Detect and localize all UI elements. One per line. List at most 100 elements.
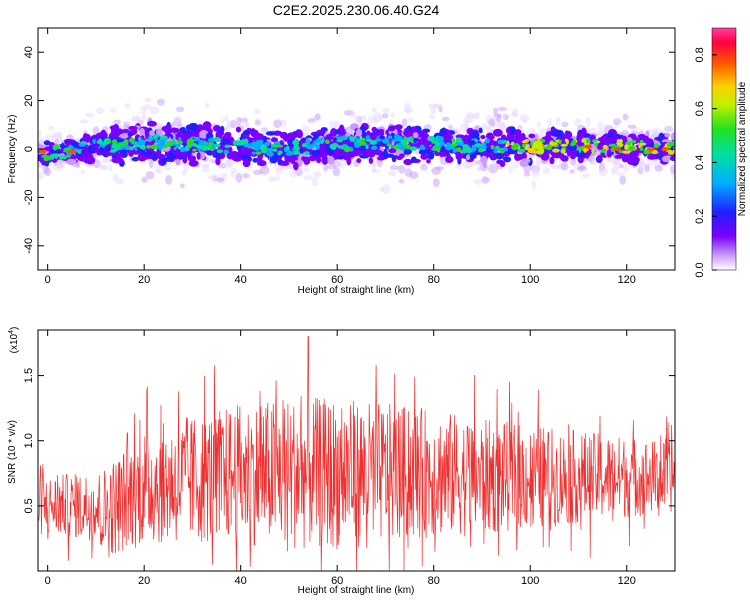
heatmap-cell — [244, 121, 250, 129]
heatmap-cell — [394, 134, 400, 140]
heatmap-cell — [272, 148, 278, 152]
heatmap-cell — [498, 121, 506, 130]
heatmap-cell — [188, 160, 199, 167]
heatmap-cell — [128, 146, 134, 151]
heatmap-cell — [242, 173, 250, 179]
heatmap-cell — [435, 166, 445, 171]
heatmap-cell — [301, 137, 307, 143]
heatmap-cell — [560, 143, 568, 147]
heatmap-cell — [424, 145, 432, 151]
heatmap-cell — [608, 143, 617, 147]
heatmap-cell — [521, 140, 528, 144]
heatmap-y-tick-label: -20 — [23, 189, 35, 205]
heatmap-cell — [269, 155, 278, 164]
heatmap-cell — [330, 127, 338, 137]
heatmap-cell — [554, 129, 564, 138]
heatmap-cell — [565, 139, 569, 145]
heatmap-cell — [181, 169, 187, 177]
heatmap-cell — [121, 129, 131, 134]
heatmap-cell — [552, 153, 562, 159]
heatmap-cell — [628, 145, 636, 152]
heatmap-cell — [471, 145, 477, 152]
heatmap-cell — [141, 113, 147, 123]
heatmap-cell — [594, 143, 598, 147]
heatmap-cell — [38, 149, 47, 154]
heatmap-cell — [220, 173, 228, 179]
heatmap-cell — [213, 143, 221, 148]
heatmap-cell — [52, 144, 60, 150]
heatmap-cell — [254, 145, 259, 152]
heatmap-cell — [216, 149, 224, 154]
heatmap-cell — [224, 131, 232, 138]
heatmap-cell — [551, 164, 561, 170]
heatmap-cell — [613, 147, 622, 151]
heatmap-cell — [275, 175, 280, 182]
heatmap-cell — [80, 149, 85, 154]
heatmap-cell — [67, 149, 76, 154]
heatmap-cell — [224, 144, 231, 149]
heatmap-cell — [249, 141, 258, 148]
heatmap-cell — [365, 144, 369, 150]
heatmap-cell — [78, 143, 87, 147]
heatmap-cell — [86, 153, 94, 162]
heatmap-cell — [84, 112, 95, 118]
heatmap-cell — [156, 128, 163, 136]
heatmap-cell — [433, 139, 438, 145]
heatmap-cell — [514, 129, 522, 137]
heatmap-cell — [147, 120, 157, 127]
heatmap-cell — [286, 145, 290, 150]
heatmap-cell — [265, 131, 276, 136]
heatmap-cell — [661, 155, 672, 163]
heatmap-cell — [624, 144, 629, 151]
heatmap-cell — [43, 140, 51, 146]
heatmap-cell — [480, 135, 486, 140]
heatmap-cell — [654, 143, 659, 149]
heatmap-cell — [387, 170, 396, 177]
heatmap-cell — [87, 147, 95, 152]
heatmap-cell — [409, 146, 418, 151]
heatmap-cell — [455, 152, 463, 161]
heatmap-cell — [607, 132, 613, 139]
heatmap-cell — [476, 166, 482, 172]
heatmap-cell — [619, 163, 624, 169]
heatmap-x-tick-label: 40 — [235, 274, 247, 286]
heatmap-cell — [622, 113, 629, 121]
heatmap-cell — [332, 151, 339, 158]
heatmap-y-tick-label: -40 — [23, 238, 35, 254]
heatmap-cell — [112, 144, 118, 149]
snr-panel: 0 20 40 60 80 100 120 0.5 1.0 1.5 Height of stra… — [7, 327, 676, 596]
heatmap-cell — [592, 139, 597, 143]
heatmap-cell — [156, 98, 165, 106]
heatmap-cell — [664, 132, 671, 138]
heatmap-cell — [623, 155, 630, 163]
heatmap-cell — [374, 131, 385, 137]
snr-frame — [37, 329, 676, 572]
heatmap-cell — [145, 144, 152, 149]
heatmap-cell — [455, 137, 463, 144]
snr-x-tick-label: 100 — [521, 575, 539, 587]
heatmap-cell — [79, 119, 89, 124]
snr-x-tick-label: 40 — [235, 575, 247, 587]
heatmap-cell — [403, 129, 412, 137]
heatmap-cell — [48, 125, 55, 131]
heatmap-x-label: Height of straight line (km) — [298, 285, 415, 296]
snr-x-tick-label: 120 — [618, 575, 636, 587]
heatmap-cell — [202, 145, 209, 151]
heatmap-cell — [95, 107, 104, 115]
heatmap-cell — [577, 132, 584, 141]
heatmap-cell — [499, 160, 506, 168]
heatmap-cell — [137, 153, 145, 160]
heatmap-cell — [371, 126, 378, 133]
heatmap-cell — [116, 142, 124, 147]
heatmap-cell — [312, 171, 322, 178]
snr-y-ticks: 0.5 1.0 1.5 — [23, 368, 675, 514]
heatmap-cell — [235, 172, 243, 183]
heatmap-cell — [418, 149, 428, 155]
heatmap-cell — [226, 162, 235, 167]
heatmap-cell — [301, 125, 311, 136]
heatmap-cell — [480, 155, 488, 164]
heatmap-cell — [441, 116, 450, 122]
heatmap-cell — [125, 121, 132, 127]
heatmap-cell — [334, 120, 341, 130]
heatmap-cell — [273, 144, 278, 148]
